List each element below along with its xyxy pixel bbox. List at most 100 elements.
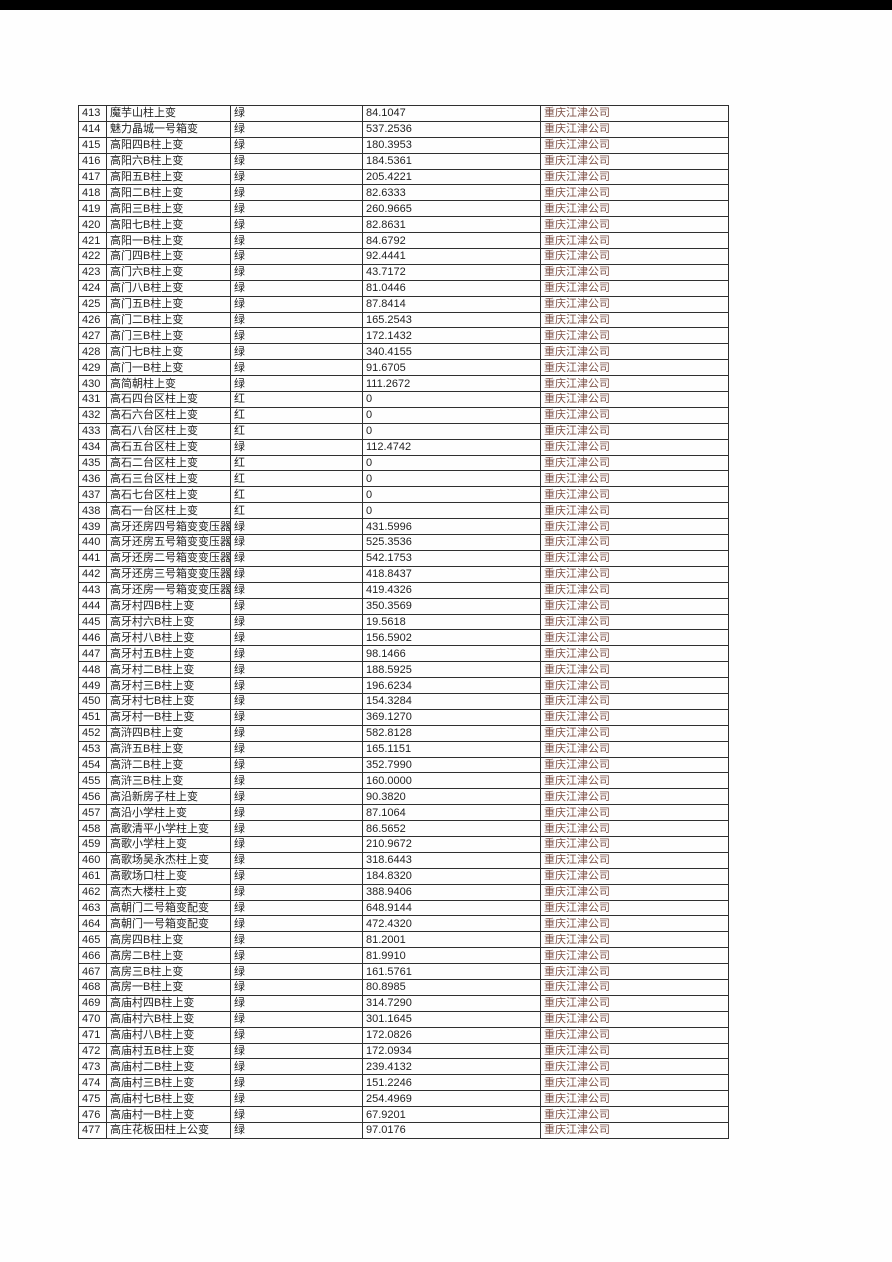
table-row: 437 高石七台区柱上变红 0 重庆江津公司 <box>78 486 729 504</box>
cell-company: 重庆江津公司 <box>540 295 729 313</box>
cell-name: 高阳四B柱上变 <box>106 136 231 154</box>
table-row: 460 高歌场吴永杰柱上变绿 318.6443 重庆江津公司 <box>78 851 729 869</box>
cell-status: 绿 <box>230 581 363 599</box>
cell-status: 绿 <box>230 1058 363 1076</box>
cell-name: 高庙村五B柱上变 <box>106 1042 231 1060</box>
cell-status: 绿 <box>230 359 363 377</box>
table-row: 458 高歌清平小学柱上变绿 86.5652 重庆江津公司 <box>78 820 729 837</box>
cell-name: 高简朝柱上变 <box>106 375 231 393</box>
cell-id: 438 <box>78 502 107 520</box>
cell-id: 451 <box>78 708 107 726</box>
cell-status: 绿 <box>230 820 363 837</box>
cell-company: 重庆江津公司 <box>540 613 729 631</box>
cell-company: 重庆江津公司 <box>540 804 729 822</box>
cell-name: 高牙村八B柱上变 <box>106 629 231 647</box>
cell-id: 457 <box>78 804 107 822</box>
cell-status: 绿 <box>230 1122 363 1139</box>
cell-name: 高阳五B柱上变 <box>106 168 231 186</box>
cell-company: 重庆江津公司 <box>540 915 729 933</box>
cell-id: 439 <box>78 518 107 536</box>
cell-id: 421 <box>78 232 107 250</box>
cell-status: 绿 <box>230 565 363 583</box>
cell-id: 431 <box>78 391 107 408</box>
cell-company: 重庆江津公司 <box>540 232 729 250</box>
table-row: 422 高门四B柱上变绿 92.4441 重庆江津公司 <box>78 248 729 265</box>
cell-status: 绿 <box>230 375 363 393</box>
cell-company: 重庆江津公司 <box>540 820 729 837</box>
cell-value: 350.3569 <box>362 597 541 615</box>
table-row: 476 高庙村一B柱上变绿 67.9201 重庆江津公司 <box>78 1106 729 1123</box>
cell-value: 318.6443 <box>362 851 541 869</box>
cell-company: 重庆江津公司 <box>540 899 729 917</box>
table-row: 414 魅力晶城一号箱变绿 537.2536 重庆江津公司 <box>78 120 729 138</box>
cell-company: 重庆江津公司 <box>540 1106 729 1123</box>
cell-value: 160.0000 <box>362 772 541 790</box>
cell-status: 绿 <box>230 1106 363 1123</box>
cell-id: 418 <box>78 184 107 202</box>
cell-status: 绿 <box>230 708 363 726</box>
cell-company: 重庆江津公司 <box>540 248 729 265</box>
cell-name: 高阳二B柱上变 <box>106 184 231 202</box>
table-row: 417 高阳五B柱上变绿 205.4221 重庆江津公司 <box>78 168 729 186</box>
cell-name: 高牙还房四号箱变变压器 <box>106 518 231 536</box>
cell-company: 重庆江津公司 <box>540 327 729 345</box>
table-row: 416 高阳六B柱上变绿 184.5361 重庆江津公司 <box>78 152 729 170</box>
cell-name: 高阳一B柱上变 <box>106 232 231 250</box>
cell-status: 绿 <box>230 724 363 742</box>
cell-status: 绿 <box>230 804 363 822</box>
cell-name: 高浒四B柱上变 <box>106 724 231 742</box>
cell-status: 绿 <box>230 994 363 1012</box>
table-row: 433 高石八台区柱上变红 0 重庆江津公司 <box>78 422 729 440</box>
cell-name: 高门七B柱上变 <box>106 343 231 361</box>
cell-value: 19.5618 <box>362 613 541 631</box>
cell-name: 高门三B柱上变 <box>106 327 231 345</box>
cell-name: 高沿新房子柱上变 <box>106 788 231 806</box>
cell-company: 重庆江津公司 <box>540 375 729 393</box>
cell-value: 92.4441 <box>362 248 541 265</box>
cell-id: 420 <box>78 216 107 234</box>
top-black-bar <box>0 0 892 10</box>
cell-name: 高牙还房一号箱变变压器 <box>106 581 231 599</box>
cell-id: 458 <box>78 820 107 837</box>
cell-value: 537.2536 <box>362 120 541 138</box>
cell-status: 红 <box>230 486 363 504</box>
cell-id: 459 <box>78 835 107 853</box>
table-row: 461 高歌场口柱上变绿 184.8320 重庆江津公司 <box>78 867 729 885</box>
cell-value: 111.2672 <box>362 375 541 393</box>
cell-value: 87.1064 <box>362 804 541 822</box>
cell-name: 高庙村三B柱上变 <box>106 1074 231 1092</box>
cell-company: 重庆江津公司 <box>540 772 729 790</box>
cell-id: 462 <box>78 883 107 901</box>
cell-name: 高庙村二B柱上变 <box>106 1058 231 1076</box>
cell-value: 210.9672 <box>362 835 541 853</box>
cell-status: 绿 <box>230 629 363 647</box>
table-row: 453 高浒五B柱上变绿 165.1151 重庆江津公司 <box>78 740 729 758</box>
table-row: 426 高门二B柱上变绿 165.2543 重庆江津公司 <box>78 311 729 329</box>
table-row: 462 高杰大楼柱上变绿 388.9406 重庆江津公司 <box>78 883 729 901</box>
cell-id: 419 <box>78 200 107 218</box>
table-row: 427 高门三B柱上变绿 172.1432 重庆江津公司 <box>78 327 729 345</box>
cell-value: 80.8985 <box>362 978 541 996</box>
table-row: 446 高牙村八B柱上变绿 156.5902 重庆江津公司 <box>78 629 729 647</box>
cell-company: 重庆江津公司 <box>540 200 729 218</box>
cell-value: 260.9665 <box>362 200 541 218</box>
table-row: 474 高庙村三B柱上变绿 151.2246 重庆江津公司 <box>78 1074 729 1092</box>
cell-id: 470 <box>78 1010 107 1028</box>
cell-name: 高牙还房三号箱变变压器 <box>106 565 231 583</box>
cell-value: 188.5925 <box>362 661 541 679</box>
cell-name: 高沿小学柱上变 <box>106 804 231 822</box>
cell-name: 高阳三B柱上变 <box>106 200 231 218</box>
cell-name: 高石六台区柱上变 <box>106 406 231 424</box>
table-row: 435 高石二台区柱上变红 0 重庆江津公司 <box>78 454 729 472</box>
cell-company: 重庆江津公司 <box>540 661 729 679</box>
cell-value: 81.2001 <box>362 931 541 949</box>
cell-status: 绿 <box>230 772 363 790</box>
cell-status: 绿 <box>230 343 363 361</box>
cell-name: 高石一台区柱上变 <box>106 502 231 520</box>
cell-name: 高阳六B柱上变 <box>106 152 231 170</box>
cell-name: 魔芋山柱上变 <box>106 105 231 122</box>
cell-company: 重庆江津公司 <box>540 994 729 1012</box>
cell-id: 471 <box>78 1026 107 1044</box>
cell-status: 绿 <box>230 1042 363 1060</box>
cell-company: 重庆江津公司 <box>540 978 729 996</box>
